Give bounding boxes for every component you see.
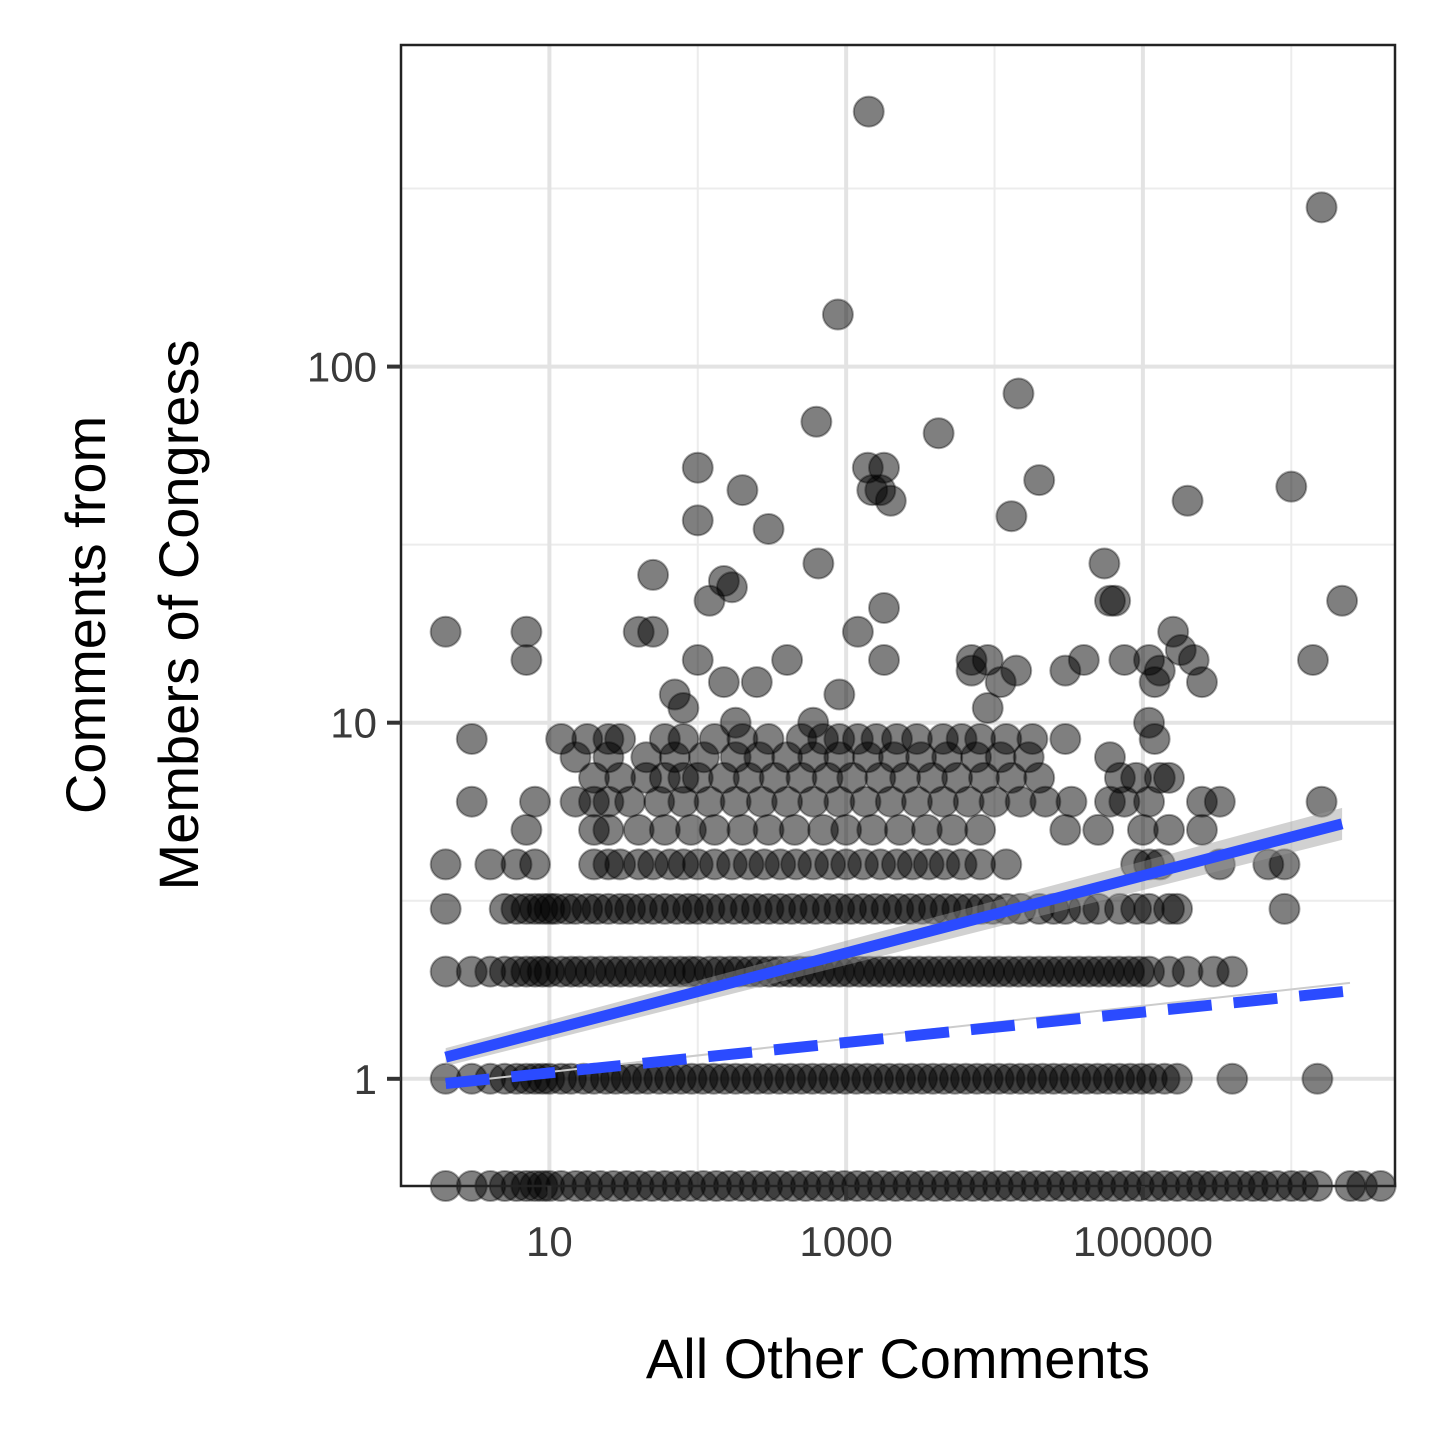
data-point (1268, 848, 1301, 881)
data-point (883, 813, 916, 846)
data-point (778, 813, 811, 846)
data-point (922, 417, 955, 450)
data-point (1049, 813, 1082, 846)
data-point (1161, 892, 1194, 925)
data-point (800, 405, 833, 438)
data-point (1216, 1062, 1249, 1095)
data-point (715, 571, 748, 604)
data-point (955, 654, 988, 687)
y-tick-label: 1 (354, 1056, 377, 1103)
data-point (455, 785, 488, 818)
data-point (740, 666, 773, 699)
x-tick-label: 1000 (799, 1218, 892, 1265)
data-point (559, 741, 592, 774)
fit-line-solid (444, 818, 1344, 1063)
data-point (995, 500, 1028, 533)
x-axis-title: All Other Comments (646, 1327, 1150, 1390)
data-point (510, 643, 543, 676)
data-point (1153, 761, 1186, 794)
data-point (1171, 484, 1204, 517)
data-point (429, 615, 462, 648)
data-point (1153, 813, 1186, 846)
data-point (510, 813, 543, 846)
fit-line-dashed (445, 984, 1363, 1089)
data-point (856, 813, 889, 846)
data-point (1133, 785, 1166, 818)
y-tick-label: 100 (307, 344, 377, 391)
data-point (964, 813, 997, 846)
data-point (681, 643, 714, 676)
data-point (990, 848, 1023, 881)
data-point (1023, 464, 1056, 497)
panel-border (399, 43, 1397, 1188)
data-point (1203, 785, 1236, 818)
data-point (1268, 892, 1301, 925)
data-point (752, 512, 785, 545)
data-point (874, 484, 907, 517)
data-point (821, 298, 854, 331)
data-point (1326, 584, 1359, 617)
data-point (1161, 1062, 1194, 1095)
data-point (614, 785, 647, 818)
y-axis-title-line-2: Members of Congress (147, 340, 210, 891)
x-tick-label: 100000 (1073, 1218, 1213, 1265)
y-axis-title-line-1: Comments from (54, 416, 117, 814)
data-point (510, 615, 543, 648)
data-point (1185, 666, 1218, 699)
data-point (726, 474, 759, 507)
data-point (971, 691, 1004, 724)
data-point (1055, 785, 1088, 818)
x-tick-label: 10 (526, 1218, 573, 1265)
data-point (1305, 785, 1338, 818)
data-point (429, 892, 462, 925)
data-point (1305, 191, 1338, 224)
data-point (868, 591, 901, 624)
axes: 10 1000 100000 1 10 100 (307, 344, 1213, 1265)
data-point (1002, 377, 1035, 410)
data-point (519, 785, 552, 818)
data-point (802, 547, 835, 580)
data-point (693, 584, 726, 617)
data-point (1138, 722, 1171, 755)
data-point (1301, 1062, 1334, 1095)
data-point (1099, 584, 1132, 617)
data-point (1216, 955, 1249, 988)
data-point (637, 558, 670, 591)
data-point (841, 615, 874, 648)
data-point (519, 848, 552, 881)
data-point (637, 615, 670, 648)
data-point (1049, 722, 1082, 755)
data-point (771, 643, 804, 676)
data-point (852, 95, 885, 128)
data-point (681, 504, 714, 537)
data-point (455, 722, 488, 755)
data-point (984, 666, 1017, 699)
data-point (1067, 643, 1100, 676)
data-point (592, 813, 625, 846)
data-point (681, 451, 714, 484)
data-point (429, 848, 462, 881)
data-point (707, 666, 740, 699)
data-point (1082, 813, 1115, 846)
data-point (868, 643, 901, 676)
y-axis-title: Comments from Members of Congress (54, 340, 210, 891)
data-point (1185, 813, 1218, 846)
fit-lines (444, 807, 1363, 1089)
data-point (698, 813, 731, 846)
data-point (1275, 470, 1308, 503)
y-tick-label: 10 (330, 700, 377, 747)
data-point (667, 691, 700, 724)
data-point (1088, 547, 1121, 580)
data-point (1138, 666, 1171, 699)
data-point (1296, 643, 1329, 676)
data-point (936, 813, 969, 846)
data-point (823, 678, 856, 711)
